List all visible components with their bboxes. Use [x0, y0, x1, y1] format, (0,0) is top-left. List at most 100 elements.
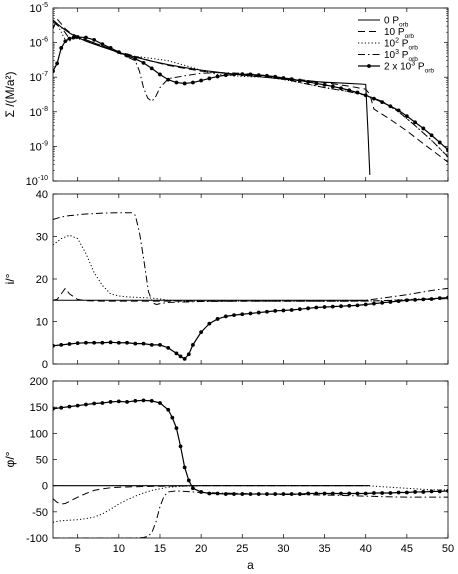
data-point [158, 72, 162, 77]
data-point [330, 491, 335, 496]
data-point [322, 82, 327, 87]
data-point [75, 341, 80, 346]
data-point [53, 406, 55, 411]
data-point [215, 317, 220, 321]
data-point [289, 77, 294, 82]
series-line-dash [53, 485, 370, 505]
data-point [133, 56, 138, 61]
y-tick-label: 10 [36, 317, 48, 329]
y-tick-label: 0 [42, 481, 48, 493]
y-tick-label: -100 [26, 533, 48, 545]
data-point [372, 491, 376, 495]
data-point [355, 491, 360, 496]
data-point [108, 400, 113, 404]
data-point [59, 405, 64, 410]
data-point [223, 492, 228, 496]
x-tick-label: 35 [318, 543, 330, 555]
data-point [182, 81, 187, 86]
data-point [100, 401, 105, 405]
legend-entry: 0 Porb [384, 16, 409, 29]
data-point [158, 342, 162, 347]
data-point [55, 61, 60, 66]
series-line-dash [53, 287, 448, 302]
data-point [215, 491, 220, 496]
data-point [182, 357, 187, 361]
data-point [190, 486, 195, 491]
data-point [355, 303, 360, 308]
x-tick-label: 50 [442, 543, 454, 555]
data-point [166, 407, 171, 412]
data-point [388, 104, 393, 109]
data-point [429, 297, 434, 301]
panel-surface-density: 10-5 10-6 10-7 10-8 10-9 10-10 Σ /(M/a²) 0 Porb… [3, 2, 449, 188]
data-point [363, 93, 368, 98]
data-point [289, 308, 294, 312]
series-line-dot [53, 234, 448, 302]
y-tick-label: 50 [36, 455, 48, 467]
data-point [380, 491, 385, 495]
data-point [380, 300, 385, 305]
x-axis-label: a [247, 558, 254, 572]
legend-entry: 103 Porb [384, 49, 418, 63]
data-point [363, 302, 368, 307]
data-point [232, 313, 236, 318]
data-point [59, 46, 64, 50]
data-point [207, 76, 212, 81]
data-point [347, 88, 352, 93]
panel-inclination: 0 10 20 30 40 i/° [3, 189, 449, 371]
series-line-marker [53, 297, 448, 360]
y-tick-label: 20 [36, 274, 48, 286]
series-line-marker [53, 399, 448, 495]
data-point [190, 80, 195, 85]
data-point [314, 81, 319, 86]
data-point [149, 66, 154, 71]
data-point [232, 492, 236, 496]
data-point [388, 300, 393, 304]
data-point [84, 402, 88, 407]
data-point [404, 490, 409, 495]
data-point [240, 492, 245, 496]
y-tick-label: 40 [36, 189, 48, 201]
data-point [256, 492, 261, 496]
data-point [265, 492, 269, 496]
data-point [141, 398, 146, 403]
data-point [413, 490, 417, 494]
y-tick-label: 100 [30, 428, 48, 440]
data-point [388, 491, 393, 495]
data-point [53, 69, 55, 74]
data-point [248, 311, 253, 316]
x-tick-label: 45 [401, 543, 413, 555]
data-point [84, 340, 88, 345]
data-point [186, 352, 191, 357]
data-point [314, 491, 319, 496]
data-point [248, 72, 253, 77]
data-point [75, 35, 80, 39]
y-tick-label: 10-8 [30, 106, 49, 119]
data-point [92, 37, 97, 42]
legend-entry: 102 Porb [384, 38, 418, 52]
data-point [297, 307, 302, 312]
x-tick-label: 30 [277, 543, 289, 555]
series-line-dot [53, 485, 448, 523]
data-point [347, 491, 352, 496]
plot-frame [52, 7, 449, 182]
y-tick-label: 30 [36, 232, 48, 244]
data-point [149, 398, 154, 403]
data-point [421, 126, 426, 131]
data-point [240, 312, 245, 317]
data-point [330, 304, 335, 309]
data-point [63, 39, 68, 44]
data-point [178, 354, 183, 359]
data-point [199, 490, 204, 494]
y-tick-label: 10-6 [30, 37, 49, 50]
data-point [59, 342, 64, 347]
data-point [413, 297, 417, 302]
data-point [380, 100, 385, 105]
data-point [446, 489, 448, 493]
data-point [404, 114, 409, 119]
series-group [53, 212, 448, 361]
data-point [223, 73, 228, 77]
data-point [232, 72, 236, 77]
